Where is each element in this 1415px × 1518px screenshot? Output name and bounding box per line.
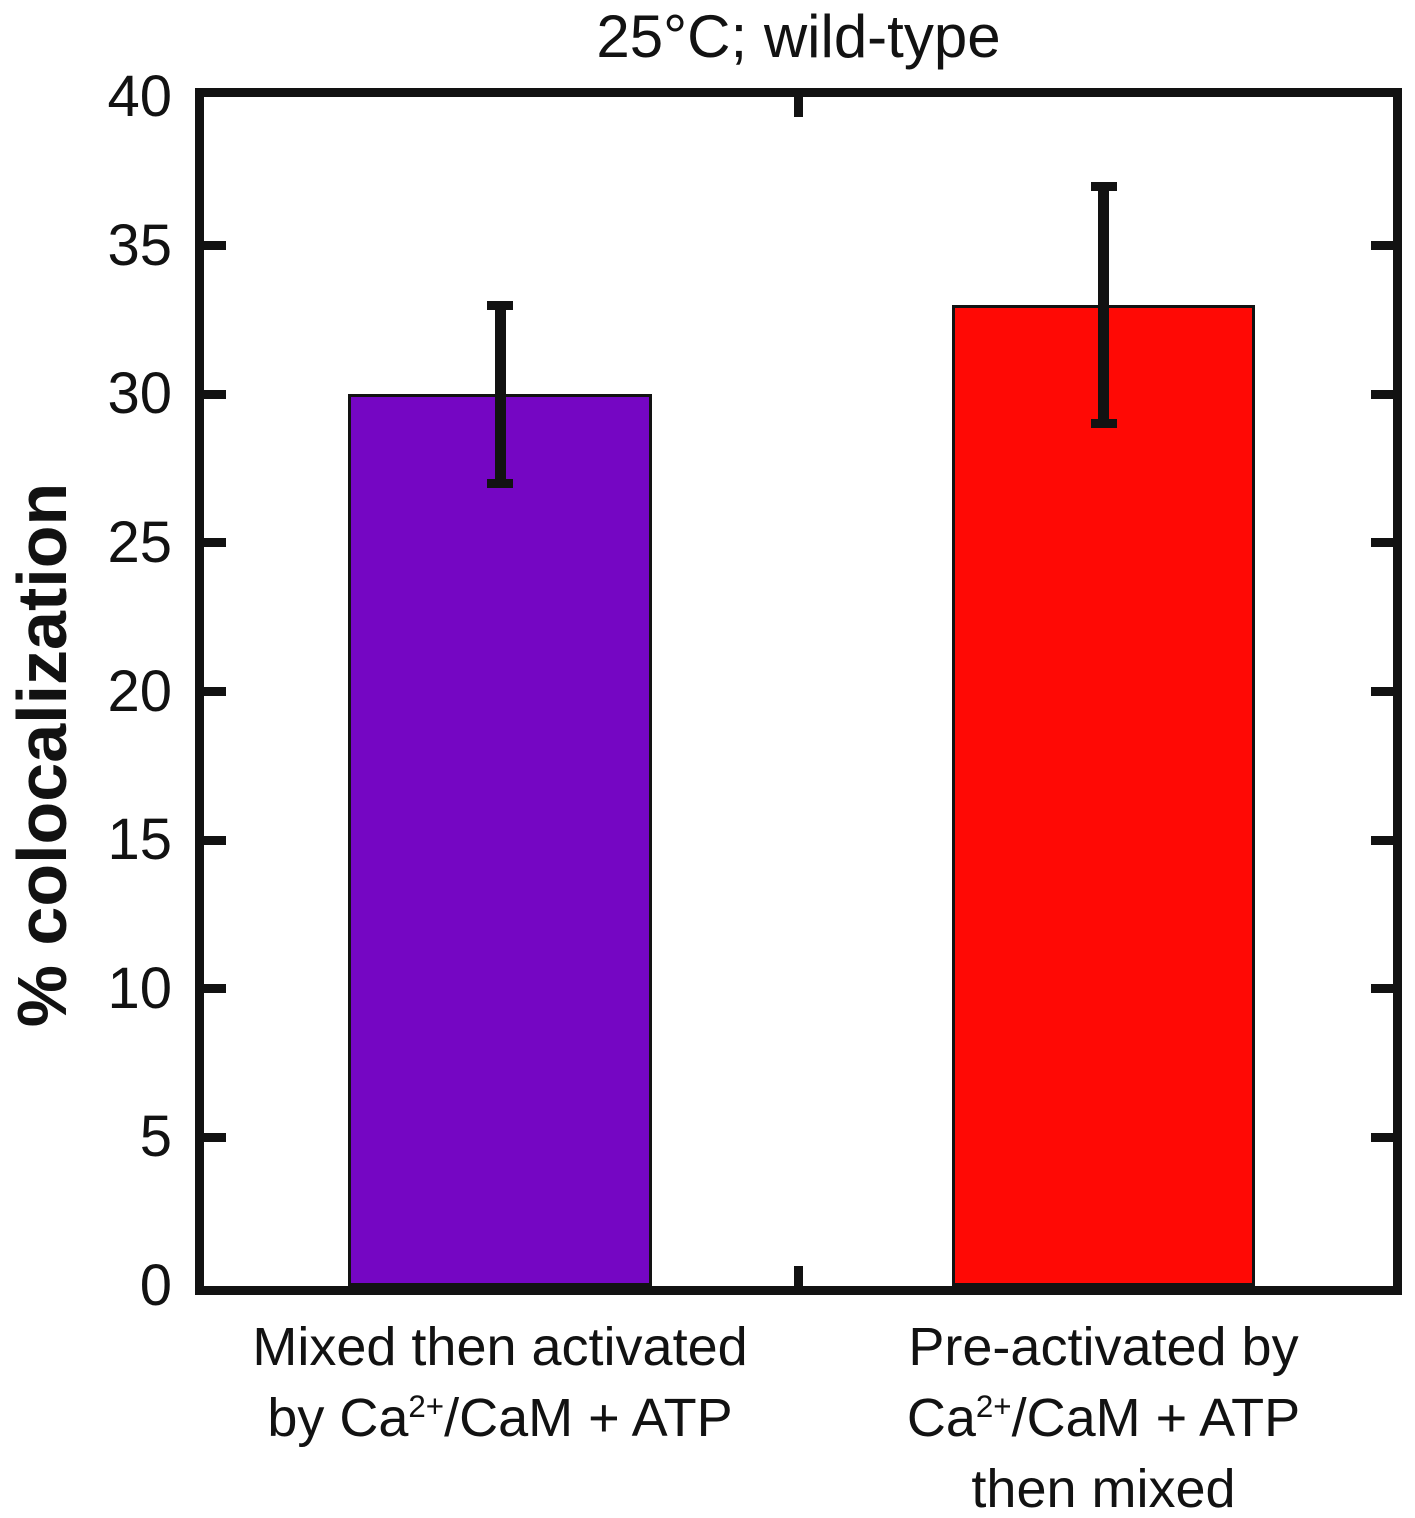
y-axis-tick-left bbox=[204, 389, 226, 399]
y-axis-tick-left bbox=[204, 687, 226, 696]
plot-inner bbox=[204, 97, 1393, 1286]
y-tick-label: 40 bbox=[107, 64, 172, 129]
bar-1 bbox=[348, 394, 652, 1286]
error-bar-cap-top-2 bbox=[1090, 181, 1117, 191]
y-axis-tick-left bbox=[204, 984, 226, 994]
x-axis-tick-top bbox=[794, 97, 803, 117]
y-axis-tick-left bbox=[204, 241, 226, 251]
error-bar-line-2 bbox=[1098, 186, 1109, 424]
chart-title: 25°C; wild-type bbox=[596, 3, 1001, 70]
y-tick-label: 35 bbox=[107, 212, 172, 278]
x-category-label-2: Pre-activated by Ca2+/CaM + ATP then mixed bbox=[906, 1317, 1301, 1518]
bar-2 bbox=[952, 305, 1255, 1286]
y-axis-tick-right bbox=[1371, 835, 1393, 845]
y-axis-tick-left bbox=[204, 835, 226, 845]
error-bar-cap-top-1 bbox=[487, 300, 513, 310]
x-axis-tick-bottom bbox=[794, 1266, 803, 1286]
y-tick-label: 5 bbox=[139, 1104, 172, 1170]
y-tick-label: 10 bbox=[107, 955, 172, 1021]
y-tick-label: 30 bbox=[107, 361, 172, 427]
y-axis-tick-right bbox=[1371, 538, 1393, 548]
y-tick-label: 20 bbox=[107, 658, 172, 724]
x-category-label-1: Mixed then activated by Ca2+/CaM + ATP bbox=[252, 1317, 748, 1448]
plot-area bbox=[195, 88, 1402, 1295]
y-axis-tick-right bbox=[1371, 687, 1393, 696]
y-axis-tick-left bbox=[204, 538, 226, 548]
y-axis-tick-right bbox=[1371, 1132, 1393, 1142]
y-tick-label: 25 bbox=[107, 509, 172, 575]
y-tick-label: 0 bbox=[139, 1253, 172, 1318]
error-bar-cap-bottom-2 bbox=[1090, 419, 1117, 429]
error-bar-line-1 bbox=[494, 305, 506, 484]
error-bar-cap-bottom-1 bbox=[487, 478, 513, 488]
y-axis-tick-right bbox=[1371, 984, 1393, 994]
y-tick-label: 15 bbox=[107, 807, 172, 873]
y-axis-tick-right bbox=[1371, 389, 1393, 399]
y-axis-tick-right bbox=[1371, 241, 1393, 251]
y-axis-tick-left bbox=[204, 1132, 226, 1142]
